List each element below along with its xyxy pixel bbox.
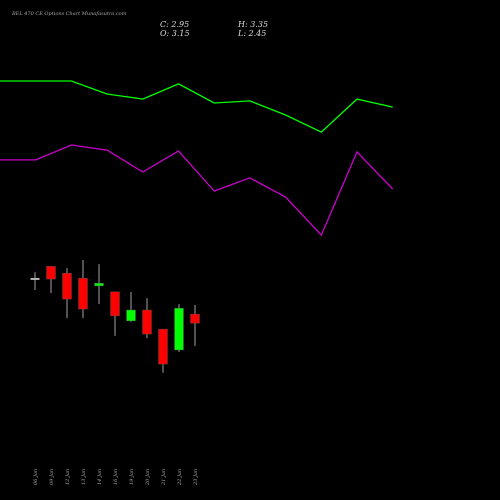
candle-body bbox=[78, 277, 88, 310]
x-tick-label: 06 Jan bbox=[33, 469, 39, 485]
candle-body bbox=[94, 282, 104, 287]
candle-body bbox=[110, 291, 120, 317]
candle-body bbox=[174, 307, 184, 351]
x-tick-label: 23 Jan bbox=[193, 469, 199, 486]
candle-body bbox=[62, 272, 72, 300]
x-tick-label: 14 Jan bbox=[97, 469, 103, 485]
candle-body bbox=[126, 309, 136, 322]
x-tick-label: 20 Jan bbox=[145, 469, 151, 486]
chart-title: BEL 470 CE Options Chart Munafasutra.com bbox=[11, 11, 127, 17]
indicator-line bbox=[0, 80, 393, 133]
x-tick-label: 09 Jan bbox=[49, 469, 55, 485]
x-tick-label: 12 Jan bbox=[65, 469, 71, 485]
candle-body bbox=[158, 328, 168, 365]
low-label: L: 2.45 bbox=[237, 29, 266, 38]
x-tick-label: 13 Jan bbox=[81, 469, 87, 485]
candle-body bbox=[30, 277, 40, 280]
x-tick-label: 21 Jan bbox=[161, 469, 167, 486]
candle-body bbox=[142, 309, 152, 335]
candle-body bbox=[190, 313, 200, 324]
x-tick-label: 19 Jan bbox=[129, 469, 135, 485]
x-tick-label: 22 Jan bbox=[177, 469, 183, 486]
high-label: H: 3.35 bbox=[237, 20, 268, 29]
x-tick-label: 16 Jan bbox=[113, 469, 119, 485]
candle-body bbox=[46, 266, 56, 280]
close-label: C: 2.95 bbox=[160, 20, 189, 29]
indicator-line bbox=[0, 144, 394, 237]
open-label: O: 3.15 bbox=[160, 29, 190, 38]
